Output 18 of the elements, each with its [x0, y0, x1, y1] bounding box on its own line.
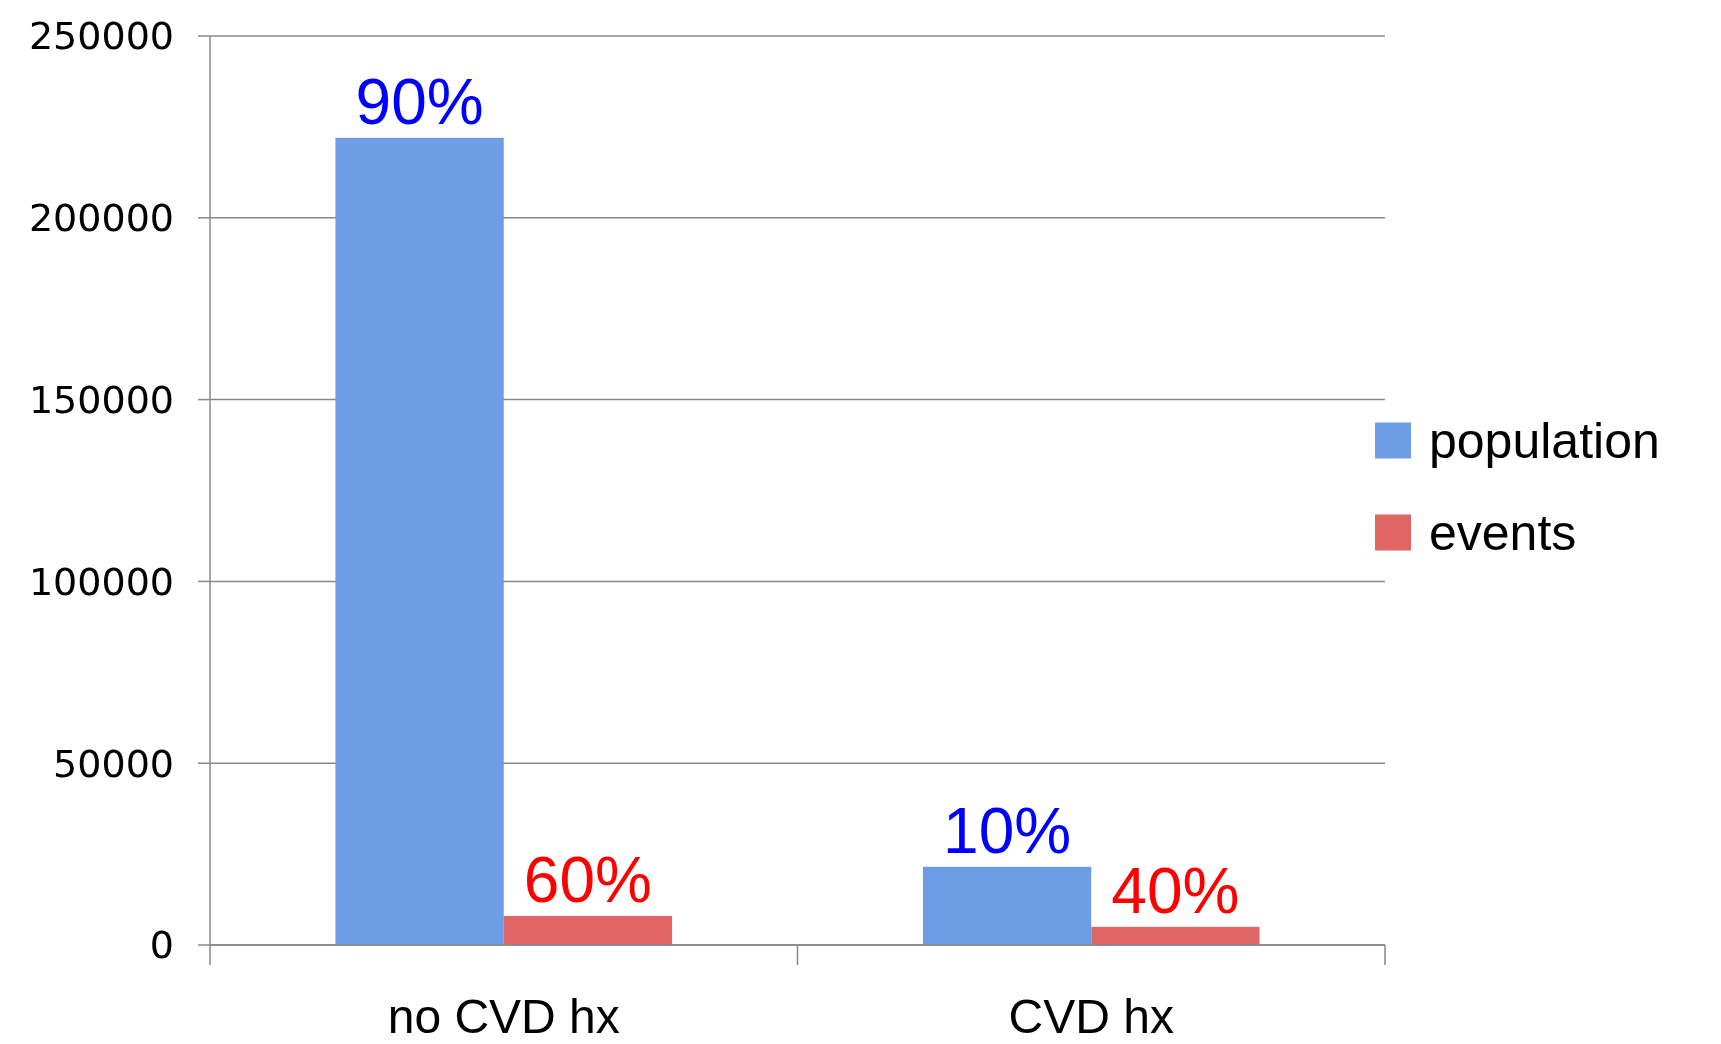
x-tick-label: no CVD hx [387, 990, 620, 1043]
bar [335, 137, 504, 945]
legend-label: events [1429, 505, 1577, 561]
annotation: 90% [355, 65, 484, 138]
annotation: 60% [523, 843, 652, 916]
annotation: 10% [943, 794, 1072, 867]
annotation: 40% [1111, 854, 1240, 927]
y-tick-label: 0 [149, 923, 174, 968]
legend-label: population [1429, 413, 1660, 469]
y-tick-label: 150000 [28, 377, 174, 422]
bar [503, 915, 673, 945]
y-tick-label: 200000 [28, 196, 174, 241]
y-tick-label: 100000 [28, 559, 174, 604]
y-tick-label: 50000 [53, 741, 174, 786]
y-tick-label: 250000 [28, 14, 174, 59]
bar [922, 866, 1092, 945]
x-tick-label: CVD hx [1008, 990, 1174, 1043]
bar [1091, 926, 1260, 945]
